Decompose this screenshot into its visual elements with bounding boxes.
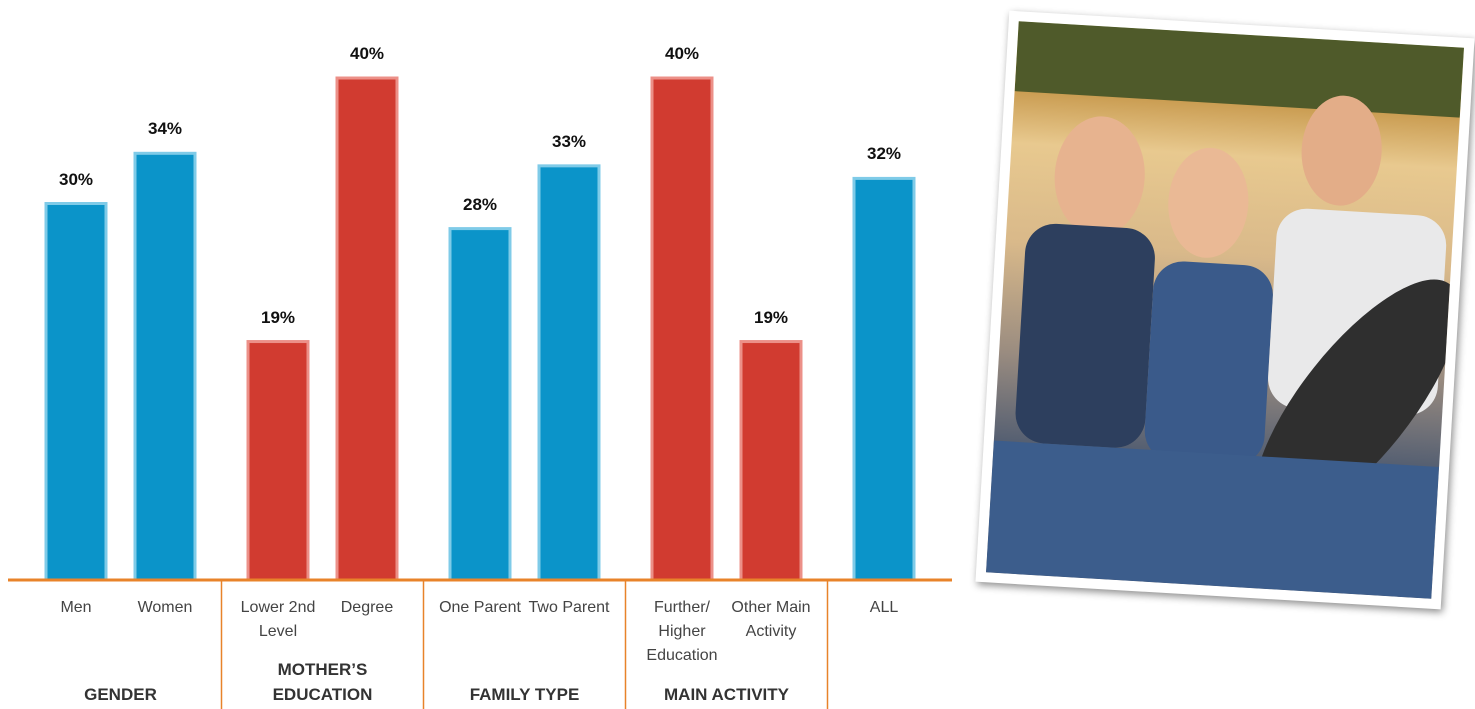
face	[1301, 95, 1382, 206]
bar	[852, 176, 916, 582]
value-label: 19%	[753, 307, 789, 327]
bar	[739, 340, 803, 582]
bar	[133, 151, 197, 582]
value-label: 40%	[349, 44, 385, 63]
x-tick-label: Degree	[340, 599, 394, 616]
value-label: 28%	[462, 194, 498, 214]
bar	[44, 202, 108, 582]
face	[1168, 147, 1249, 258]
photo-image	[986, 21, 1464, 599]
x-tick-label: Women	[137, 599, 193, 616]
x-tick-label: Men	[60, 599, 92, 616]
x-tick-label: ALL	[869, 599, 899, 616]
x-tick-label: Other Main Activity	[731, 599, 811, 640]
value-label: 40%	[664, 44, 700, 63]
bar	[448, 227, 512, 582]
bar	[650, 76, 714, 582]
bar	[335, 76, 399, 582]
chart	[8, 76, 952, 709]
x-tick-label: Further/ Higher Education	[646, 599, 718, 664]
face	[1054, 116, 1145, 237]
value-label: 33%	[551, 131, 587, 151]
bar	[537, 164, 601, 582]
value-label: 34%	[147, 119, 183, 139]
group-label: FAMILY TYPE	[469, 685, 580, 704]
x-tick-label: Lower 2nd Level	[240, 599, 316, 640]
value-label: 32%	[866, 144, 902, 164]
bar	[246, 340, 310, 582]
jeans	[986, 440, 1440, 599]
group-label: MOTHER’S EDUCATION	[272, 660, 373, 704]
value-label: 19%	[260, 307, 296, 327]
jacket	[1015, 223, 1155, 448]
shirt	[1144, 261, 1273, 465]
trees	[1014, 21, 1464, 118]
photo-scene	[986, 21, 1464, 599]
x-tick-label: Two Parent	[528, 599, 610, 616]
value-label: 30%	[58, 169, 94, 189]
photo	[975, 10, 1475, 610]
x-tick-label: One Parent	[439, 599, 521, 616]
group-label: MAIN ACTIVITY	[664, 685, 789, 704]
group-label: GENDER	[84, 685, 157, 704]
